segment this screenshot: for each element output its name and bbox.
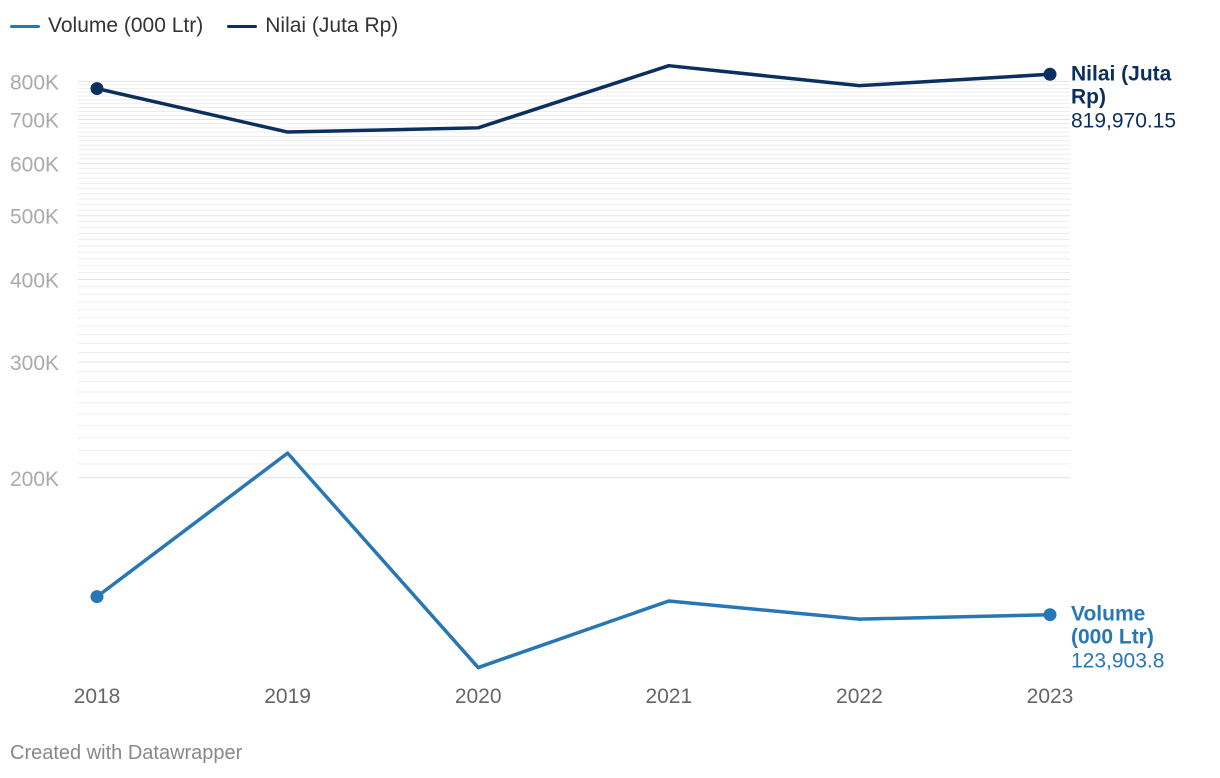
end-label-value-volume: 123,903.8 bbox=[1071, 650, 1164, 673]
y-tick-label: 300K bbox=[10, 352, 59, 375]
x-tick-label: 2018 bbox=[74, 685, 121, 708]
x-tick-label: 2022 bbox=[836, 685, 883, 708]
y-tick-label: 800K bbox=[10, 71, 59, 94]
legend-swatch-nilai bbox=[227, 24, 258, 28]
legend-swatch-volume bbox=[10, 24, 40, 28]
y-tick-label: 400K bbox=[10, 270, 59, 293]
x-tick-label: 2023 bbox=[1027, 685, 1074, 708]
y-tick-label: 700K bbox=[10, 110, 59, 133]
x-axis-ticks: 2018 2019 2020 2021 2022 2023 bbox=[74, 685, 1074, 708]
data-point-volume bbox=[1043, 608, 1057, 622]
footer-credit: Created with Datawrapper bbox=[10, 742, 243, 764]
end-label-name-volume: Volume bbox=[1071, 603, 1145, 626]
grid bbox=[78, 80, 1070, 479]
legend-label-nilai: Nilai (Juta Rp) bbox=[265, 14, 399, 37]
end-label-name-volume: (000 Ltr) bbox=[1071, 626, 1154, 649]
series-line-nilai bbox=[95, 63, 1052, 134]
data-point-volume bbox=[90, 590, 104, 604]
legend-label-volume: Volume (000 Ltr) bbox=[48, 14, 204, 37]
end-label-name-nilai: Nilai (Juta bbox=[1071, 62, 1172, 85]
x-tick-label: 2019 bbox=[264, 685, 311, 708]
y-tick-label: 600K bbox=[10, 154, 59, 177]
y-tick-label: 200K bbox=[10, 468, 59, 491]
data-point-nilai bbox=[90, 82, 104, 96]
legend-item-volume: Volume (000 Ltr) bbox=[10, 14, 203, 38]
series-line-volume bbox=[95, 451, 1052, 670]
x-tick-label: 2020 bbox=[455, 685, 502, 708]
legend: Volume (000 Ltr) Nilai (Juta Rp) bbox=[10, 14, 398, 38]
end-labels: Volume(000 Ltr)123,903.8 Nilai (JutaRp)81… bbox=[1071, 62, 1176, 672]
series bbox=[90, 63, 1057, 670]
data-point-nilai bbox=[1043, 67, 1057, 81]
end-label-value-nilai: 819,970.15 bbox=[1071, 109, 1176, 132]
end-label-name-nilai: Rp) bbox=[1071, 85, 1106, 108]
legend-item-nilai: Nilai (Juta Rp) bbox=[227, 14, 398, 38]
y-tick-label: 500K bbox=[10, 206, 59, 229]
y-axis-ticks: 800K 700K 600K 500K 400K 300K 200K bbox=[10, 71, 59, 490]
x-tick-label: 2021 bbox=[645, 685, 692, 708]
